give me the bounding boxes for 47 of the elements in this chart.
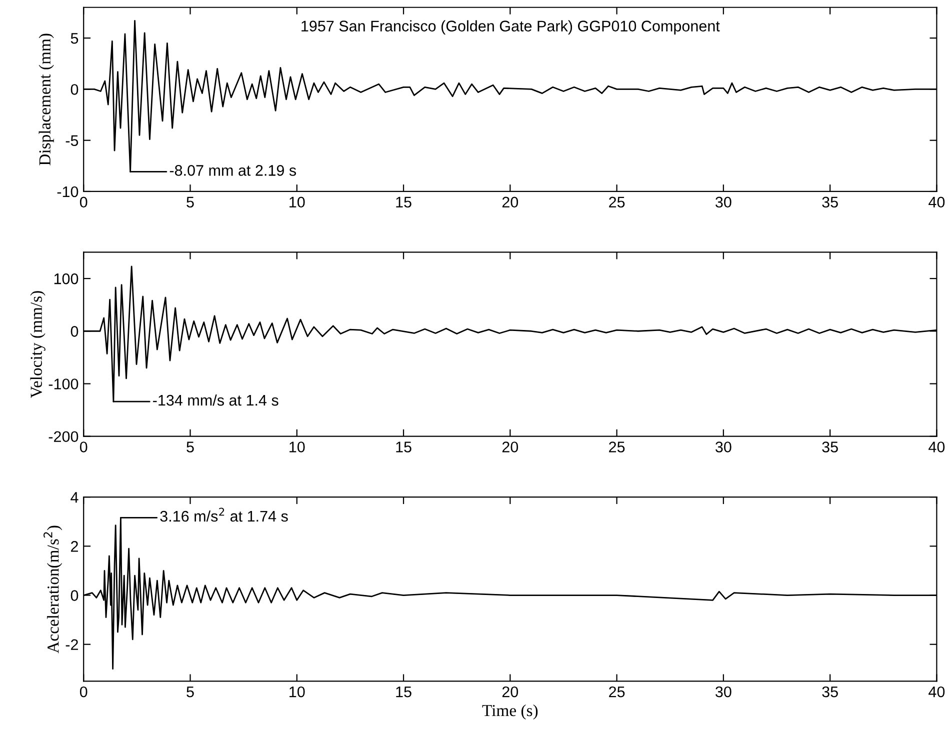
x-tick-label: 40 [928, 442, 945, 452]
x-tick-label: 15 [396, 196, 412, 208]
y-axis-title: Velocity (mm/s) [30, 291, 46, 398]
annotation: 3.16 m/s$^{2}$ at 1.74 s [160, 508, 288, 522]
y-tick-label: 0 [70, 590, 78, 601]
x-tick-label: 35 [822, 442, 838, 452]
y-tick-label: 0 [70, 84, 78, 95]
x-tick-label: 40 [928, 686, 945, 698]
x-tick-label: 15 [396, 442, 412, 452]
y-tick-label: -200 [48, 431, 78, 442]
x-tick-label: 5 [186, 196, 194, 208]
y-tick-label: -2 [66, 639, 78, 650]
x-tick-label: 15 [396, 686, 412, 698]
y-tick-label: -5 [66, 135, 78, 146]
x-tick-label: 20 [502, 196, 518, 208]
x-tick-label: 10 [290, 196, 305, 208]
y-tick-label: 100 [54, 273, 78, 284]
annotation: -134 mm/s at 1.4 s [153, 394, 278, 406]
annotation: -8.07 mm at 2.19 s [170, 165, 296, 176]
x-tick-label: 5 [186, 686, 194, 698]
x-tick-label: 10 [290, 442, 305, 452]
x-tick-label: 0 [80, 196, 88, 208]
x-tick-label: 30 [716, 196, 732, 208]
x-axis-title: Time (s) [482, 704, 538, 720]
y-tick-label: 4 [70, 492, 78, 503]
x-tick-label: 20 [502, 442, 518, 452]
y-tick-label: 2 [71, 541, 78, 552]
x-tick-label: 25 [609, 686, 625, 698]
x-tick-label: 35 [822, 686, 838, 698]
x-tick-label: 20 [502, 686, 518, 698]
x-tick-label: 0 [80, 686, 88, 698]
x-tick-label: 10 [290, 686, 305, 698]
y-tick-label: 0 [70, 326, 78, 337]
y-axis-title: Acceleration(m/s$^{2}$) [44, 526, 62, 654]
y-tick-label: -10 [57, 186, 78, 198]
x-tick-label: 30 [716, 686, 732, 698]
x-tick-label: 5 [186, 442, 194, 452]
x-tick-label: 40 [928, 196, 945, 208]
x-tick-label: 35 [822, 196, 838, 208]
y-axis-title: Displacement (mm) [38, 34, 54, 166]
y-tick-label: 5 [70, 33, 78, 44]
x-tick-label: 0 [80, 442, 88, 452]
x-tick-label: 30 [716, 442, 732, 452]
text: 1957 San Francisco (Golden Gate Park) GGP010 Component [302, 20, 720, 35]
y-tick-label: -100 [48, 378, 78, 390]
x-tick-label: 25 [609, 442, 625, 452]
x-tick-label: 25 [609, 196, 625, 208]
